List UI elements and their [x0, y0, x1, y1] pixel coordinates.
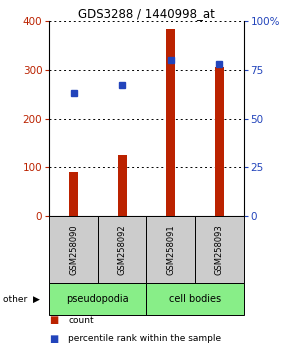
Title: GDS3288 / 1440998_at: GDS3288 / 1440998_at: [78, 7, 215, 20]
Text: cell bodies: cell bodies: [169, 294, 221, 304]
Bar: [49, 283, 146, 315]
Bar: [69, 172, 78, 216]
Bar: [49, 216, 98, 283]
Bar: [146, 283, 244, 315]
Text: pseudopodia: pseudopodia: [67, 294, 129, 304]
Text: ■: ■: [49, 315, 59, 325]
Bar: [195, 216, 244, 283]
Text: GSM258090: GSM258090: [69, 224, 78, 275]
Text: GSM258091: GSM258091: [166, 224, 175, 275]
Text: count: count: [68, 316, 94, 325]
Bar: [118, 155, 126, 216]
Bar: [98, 216, 146, 283]
Bar: [166, 29, 175, 216]
Text: other  ▶: other ▶: [3, 295, 40, 304]
Text: ■: ■: [49, 334, 59, 344]
Bar: [146, 216, 195, 283]
Text: percentile rank within the sample: percentile rank within the sample: [68, 334, 221, 343]
Text: GSM258092: GSM258092: [118, 224, 127, 275]
Text: GSM258093: GSM258093: [215, 224, 224, 275]
Bar: [215, 68, 224, 216]
